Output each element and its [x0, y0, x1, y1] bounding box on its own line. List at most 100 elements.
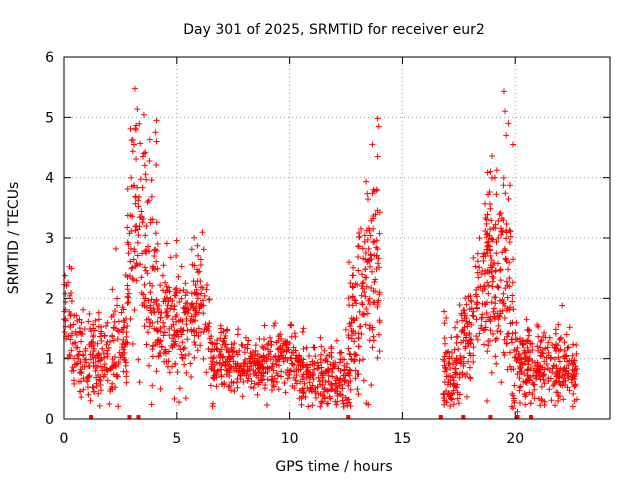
- data-point: [131, 85, 138, 92]
- data-point: [191, 354, 198, 361]
- data-point: [177, 316, 184, 323]
- data-point: [551, 344, 558, 351]
- data-point: [447, 391, 454, 398]
- data-point: [466, 319, 473, 326]
- data-point: [114, 335, 121, 342]
- data-point: [163, 309, 170, 316]
- data-point: [206, 296, 213, 303]
- data-point: [125, 294, 132, 301]
- data-point: [529, 391, 536, 398]
- data-point: [120, 346, 127, 353]
- data-point: [67, 322, 74, 329]
- data-point: [325, 400, 332, 407]
- data-point: [552, 330, 559, 337]
- data-point: [308, 386, 315, 393]
- data-point: [147, 319, 154, 326]
- data-point: [492, 300, 499, 307]
- data-point: [303, 344, 310, 351]
- data-point: [482, 215, 489, 222]
- data-point: [361, 289, 368, 296]
- data-point: [333, 337, 340, 344]
- data-point: [208, 361, 215, 368]
- data-point: [317, 370, 324, 377]
- data-point: [209, 340, 216, 347]
- data-point: [305, 403, 312, 410]
- zero-marker: [529, 415, 534, 419]
- zero-marker: [136, 415, 141, 419]
- data-point: [288, 349, 295, 356]
- data-point: [319, 398, 326, 405]
- data-point: [136, 379, 143, 386]
- data-point: [355, 343, 362, 350]
- data-point: [286, 368, 293, 375]
- data-point: [234, 375, 241, 382]
- data-point: [348, 327, 355, 334]
- data-point: [495, 218, 502, 225]
- data-point: [357, 323, 364, 330]
- data-point: [90, 359, 97, 366]
- data-point: [504, 294, 511, 301]
- data-point: [62, 290, 69, 297]
- data-point: [178, 295, 185, 302]
- data-point: [347, 367, 354, 374]
- data-point: [128, 227, 135, 234]
- data-point: [278, 368, 285, 375]
- data-point: [206, 335, 213, 342]
- data-point: [442, 340, 449, 347]
- data-point: [72, 339, 79, 346]
- data-point: [370, 288, 377, 295]
- data-point: [484, 348, 491, 355]
- data-point: [503, 307, 510, 314]
- data-point: [167, 254, 174, 261]
- data-point: [152, 129, 159, 136]
- data-point: [241, 361, 248, 368]
- data-point: [153, 258, 160, 265]
- data-point: [169, 344, 176, 351]
- data-point: [492, 353, 499, 360]
- data-point: [141, 281, 148, 288]
- data-point: [97, 333, 104, 340]
- data-point: [340, 400, 347, 407]
- data-point: [218, 346, 225, 353]
- data-point: [192, 341, 199, 348]
- data-point: [466, 374, 473, 381]
- data-point: [467, 340, 474, 347]
- data-point: [155, 352, 162, 359]
- data-point: [363, 306, 370, 313]
- data-point: [178, 351, 185, 358]
- data-point: [524, 366, 531, 373]
- data-point: [519, 361, 526, 368]
- data-point: [309, 372, 316, 379]
- data-point: [557, 365, 564, 372]
- data-point: [182, 352, 189, 359]
- data-point: [544, 365, 551, 372]
- data-point: [516, 351, 523, 358]
- data-point: [345, 345, 352, 352]
- data-point: [218, 329, 225, 336]
- data-point: [228, 379, 235, 386]
- data-point: [440, 390, 447, 397]
- data-point: [108, 383, 115, 390]
- data-point: [274, 372, 281, 379]
- data-point: [188, 246, 195, 253]
- data-point: [166, 369, 173, 376]
- data-point: [371, 238, 378, 245]
- data-point: [572, 363, 579, 370]
- data-point: [494, 327, 501, 334]
- data-point: [362, 274, 369, 281]
- data-point: [359, 245, 366, 252]
- data-point: [153, 368, 160, 375]
- data-point: [306, 379, 313, 386]
- data-point: [226, 358, 233, 365]
- y-tick-label: 6: [45, 50, 54, 66]
- data-point: [181, 344, 188, 351]
- data-point: [178, 331, 185, 338]
- data-point: [128, 137, 135, 144]
- data-point: [350, 284, 357, 291]
- data-point: [482, 326, 489, 333]
- data-point: [151, 247, 158, 254]
- data-point: [376, 291, 383, 298]
- data-point: [442, 365, 449, 372]
- data-point: [226, 382, 233, 389]
- x-tick-label: 5: [172, 431, 181, 447]
